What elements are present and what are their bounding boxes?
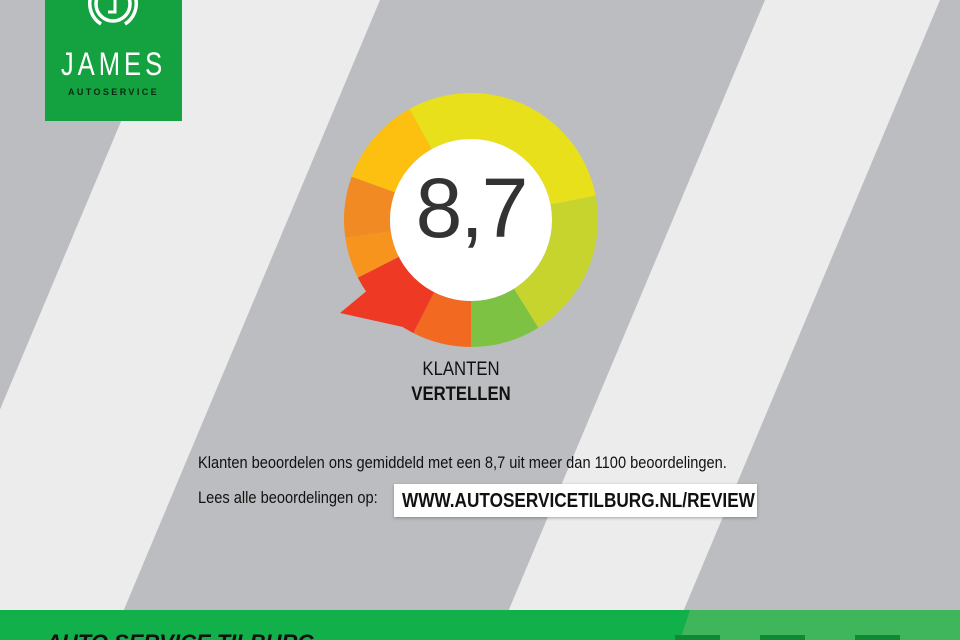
review-url-link[interactable]: WWW.AUTOSERVICETILBURG.NL/REVIEW bbox=[394, 484, 757, 517]
footer-bar: AUTO SERVICE TILBURG bbox=[0, 610, 960, 640]
james-autoservice-logo: JAMES AUTOSERVICE bbox=[45, 0, 182, 121]
gauge-segment bbox=[409, 92, 596, 205]
read-all-label: Lees alle beoordelingen op: bbox=[198, 488, 378, 507]
gauge-tail bbox=[340, 270, 426, 329]
footer-title: AUTO SERVICE TILBURG bbox=[46, 630, 315, 640]
caption-vertellen: VERTELLEN bbox=[411, 384, 511, 405]
gauge-center bbox=[390, 139, 552, 301]
background-stripe bbox=[496, 0, 940, 640]
caption-klanten: KLANTEN bbox=[422, 359, 500, 380]
summary-text: Klanten beoordelen ons gemiddeld met een… bbox=[198, 453, 727, 472]
gauge-segment bbox=[413, 292, 471, 347]
background-stripe bbox=[0, 0, 380, 640]
gauge-segment bbox=[471, 288, 539, 347]
rating-score: 8,7 bbox=[415, 161, 529, 255]
review-url-text[interactable]: WWW.AUTOSERVICETILBURG.NL/REVIEW bbox=[402, 490, 755, 512]
logo-subtitle: AUTOSERVICE bbox=[67, 87, 160, 97]
gauge-segment bbox=[351, 108, 432, 193]
logo-name: JAMES bbox=[60, 46, 167, 82]
gauge-segment bbox=[513, 195, 598, 328]
gauge-segment bbox=[344, 176, 395, 238]
footer-decoration bbox=[675, 610, 960, 640]
gauge-segment bbox=[345, 231, 399, 278]
steering-wheel-j-icon bbox=[87, 0, 139, 26]
